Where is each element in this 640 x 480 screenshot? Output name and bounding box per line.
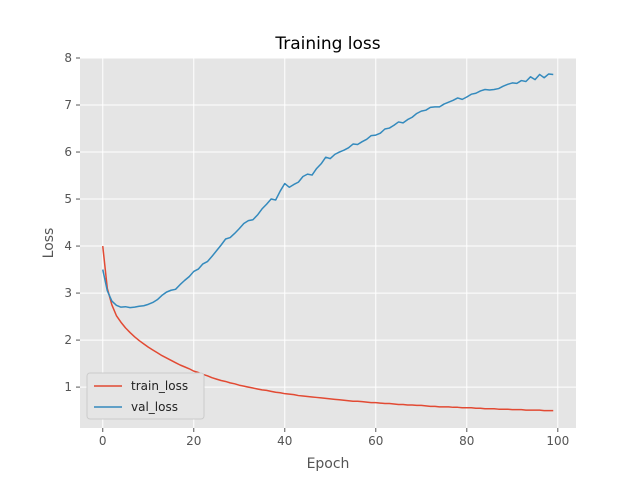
x-tick-label: 100 — [546, 434, 569, 448]
y-tick-label: 2 — [64, 333, 72, 347]
y-tick-label: 3 — [64, 286, 72, 300]
chart-title: Training loss — [274, 34, 380, 54]
legend: train_loss val_loss — [86, 372, 205, 420]
y-tick-label: 4 — [64, 239, 72, 253]
y-tick-label: 1 — [64, 380, 72, 394]
series-lines — [102, 73, 554, 412]
x-tick-label: 20 — [186, 434, 201, 448]
y-tick-label: 5 — [64, 192, 72, 206]
plot-area-background — [80, 58, 576, 428]
grid-lines — [80, 57, 576, 428]
legend-label-val-loss: val_loss — [131, 400, 178, 414]
y-axis-label: Loss — [41, 228, 57, 259]
x-tick-label: 0 — [99, 434, 107, 448]
x-axis-label: Epoch — [307, 456, 350, 472]
y-tick-label: 8 — [64, 51, 72, 65]
x-tick-label: 40 — [277, 434, 292, 448]
x-tick-label: 80 — [459, 434, 474, 448]
series-line-val-loss — [102, 73, 554, 309]
legend-label-train-loss: train_loss — [131, 379, 188, 393]
axis-ticks: 0 20 40 60 80 100 1 2 3 4 5 6 7 8 — [64, 51, 569, 448]
series-line-train-loss — [102, 245, 554, 412]
y-tick-label: 7 — [64, 98, 72, 112]
y-tick-label: 6 — [64, 145, 72, 159]
x-tick-label: 60 — [368, 434, 383, 448]
